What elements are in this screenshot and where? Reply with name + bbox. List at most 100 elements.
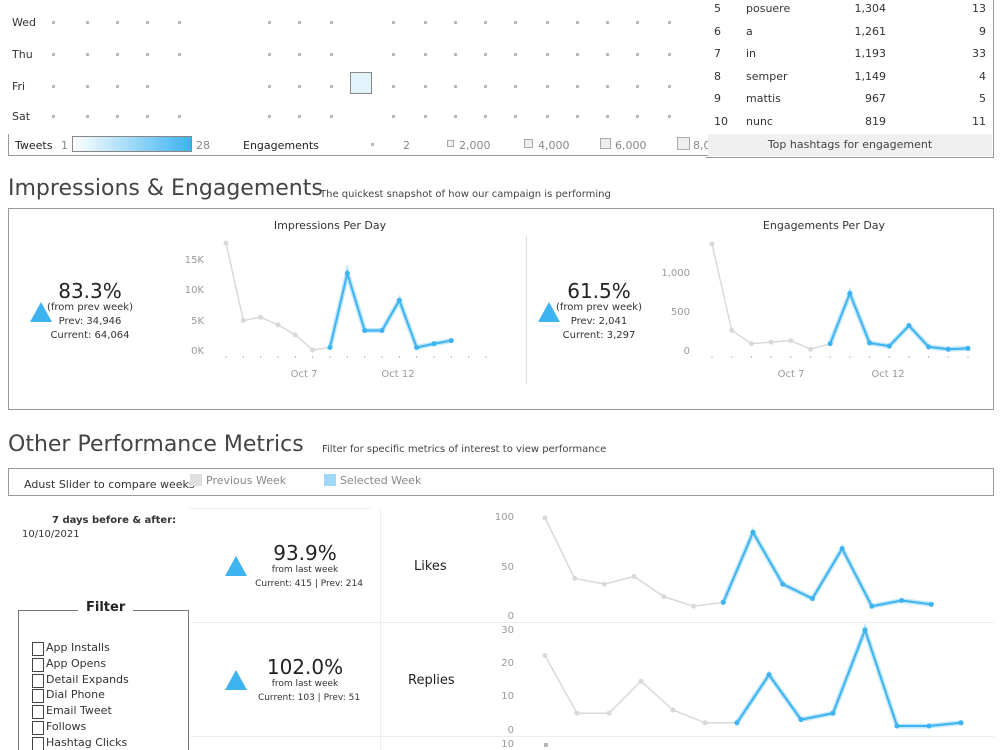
heatmap-cell[interactable] [636,21,639,24]
heatmap-cell[interactable] [178,21,181,24]
heatmap-cell[interactable] [116,53,119,56]
heatmap-cell[interactable] [668,21,671,24]
heatmap-cell[interactable] [392,21,395,24]
hashtag-name: semper [746,70,788,83]
heatmap-cell[interactable] [268,21,271,24]
heatmap-cell[interactable] [146,21,149,24]
heatmap-cell[interactable] [576,85,579,88]
heatmap-cell[interactable] [330,85,333,88]
heatmap-cell[interactable] [576,21,579,24]
heatmap-cell[interactable] [636,115,639,118]
filter-option[interactable]: Email Tweet [32,704,112,720]
filter-option[interactable]: Detail Expands [32,673,129,689]
heatmap-cell[interactable] [424,115,427,118]
heatmap-cell[interactable] [454,21,457,24]
heatmap-cell[interactable] [576,53,579,56]
heatmap-cell[interactable] [514,115,517,118]
heatmap-cell[interactable] [514,53,517,56]
table-row[interactable]: 9 mattis 967 5 [712,92,992,110]
heatmap-cell[interactable] [606,115,609,118]
heatmap-cell[interactable] [52,115,55,118]
legend-selected-swatch [324,474,336,486]
data-point [396,297,402,303]
table-row[interactable]: 7 in 1,193 33 [712,47,992,65]
table-row[interactable]: 10 nunc 819 11 [712,115,992,133]
heatmap-cell[interactable] [514,21,517,24]
filter-checkbox[interactable] [32,736,44,750]
heatmap-cell[interactable] [454,53,457,56]
heatmap-cell[interactable] [298,53,301,56]
heatmap-cell[interactable] [484,115,487,118]
heatmap-cell[interactable] [484,53,487,56]
heatmap-cell[interactable] [178,53,181,56]
heatmap-cell[interactable] [668,85,671,88]
heatmap-cell[interactable] [668,53,671,56]
heatmap-cell[interactable] [86,21,89,24]
heatmap-cell[interactable] [636,85,639,88]
heatmap-cell[interactable] [146,53,149,56]
heatmap-cell[interactable] [298,21,301,24]
likes-metric-name: Likes [414,559,447,574]
data-point [223,240,229,246]
heatmap-cell[interactable] [330,21,333,24]
heatmap-cell[interactable] [454,115,457,118]
filter-checkbox[interactable] [32,689,44,704]
filter-checkbox[interactable] [32,657,44,672]
heatmap-cell[interactable] [116,21,119,24]
heatmap-cell[interactable] [268,115,271,118]
heatmap-cell[interactable] [636,53,639,56]
heatmap-cell[interactable] [546,115,549,118]
heatmap-cell[interactable] [298,85,301,88]
heatmap-cell[interactable] [546,85,549,88]
heatmap-cell[interactable] [86,85,89,88]
table-row[interactable]: 8 semper 1,149 4 [712,70,992,88]
filter-checkbox[interactable] [32,673,44,688]
filter-checkbox[interactable] [32,642,44,656]
heatmap-cell[interactable] [546,21,549,24]
heatmap-cell[interactable] [424,21,427,24]
heatmap-cell[interactable] [52,85,55,88]
heatmap-cell[interactable] [392,115,395,118]
heatmap-cell[interactable] [330,115,333,118]
heatmap-cell[interactable] [606,85,609,88]
heatmap-cell[interactable] [52,53,55,56]
filter-option[interactable]: Dial Phone [32,688,105,704]
heatmap-cell[interactable] [52,21,55,24]
filter-checkbox[interactable] [32,721,44,735]
heatmap-cell-large[interactable] [350,72,372,94]
table-row[interactable]: 5 posuere 1,304 13 [712,2,992,20]
table-row[interactable]: 6 a 1,261 9 [712,25,992,43]
heatmap-cell[interactable] [606,21,609,24]
filter-option[interactable]: Follows [32,720,86,736]
heatmap-cell[interactable] [298,115,301,118]
filter-option[interactable]: Hashtag Clicks [32,736,127,750]
heatmap-cell[interactable] [178,115,181,118]
heatmap-cell[interactable] [116,85,119,88]
heatmap-cell[interactable] [146,85,149,88]
heatmap-cell[interactable] [514,85,517,88]
heatmap-cell[interactable] [268,53,271,56]
heatmap-cell[interactable] [424,53,427,56]
filter-checkbox[interactable] [32,705,44,720]
heatmap-cell[interactable] [392,53,395,56]
heatmap-cell[interactable] [424,85,427,88]
heatmap-cell[interactable] [86,53,89,56]
heatmap-cell[interactable] [86,115,89,118]
heatmap-cell[interactable] [484,21,487,24]
legend-engagement-value: 2 [403,139,410,152]
filter-option[interactable]: App Installs [32,641,110,657]
heatmap-cell[interactable] [116,115,119,118]
legend-size-marker [524,139,533,148]
heatmap-cell[interactable] [576,115,579,118]
heatmap-cell[interactable] [330,53,333,56]
filter-option[interactable]: App Opens [32,657,106,673]
heatmap-cell[interactable] [146,115,149,118]
slider-panel[interactable] [8,468,994,496]
heatmap-cell[interactable] [668,115,671,118]
heatmap-cell[interactable] [268,85,271,88]
heatmap-cell[interactable] [546,53,549,56]
heatmap-cell[interactable] [392,85,395,88]
heatmap-cell[interactable] [454,85,457,88]
heatmap-cell[interactable] [606,53,609,56]
heatmap-cell[interactable] [484,85,487,88]
